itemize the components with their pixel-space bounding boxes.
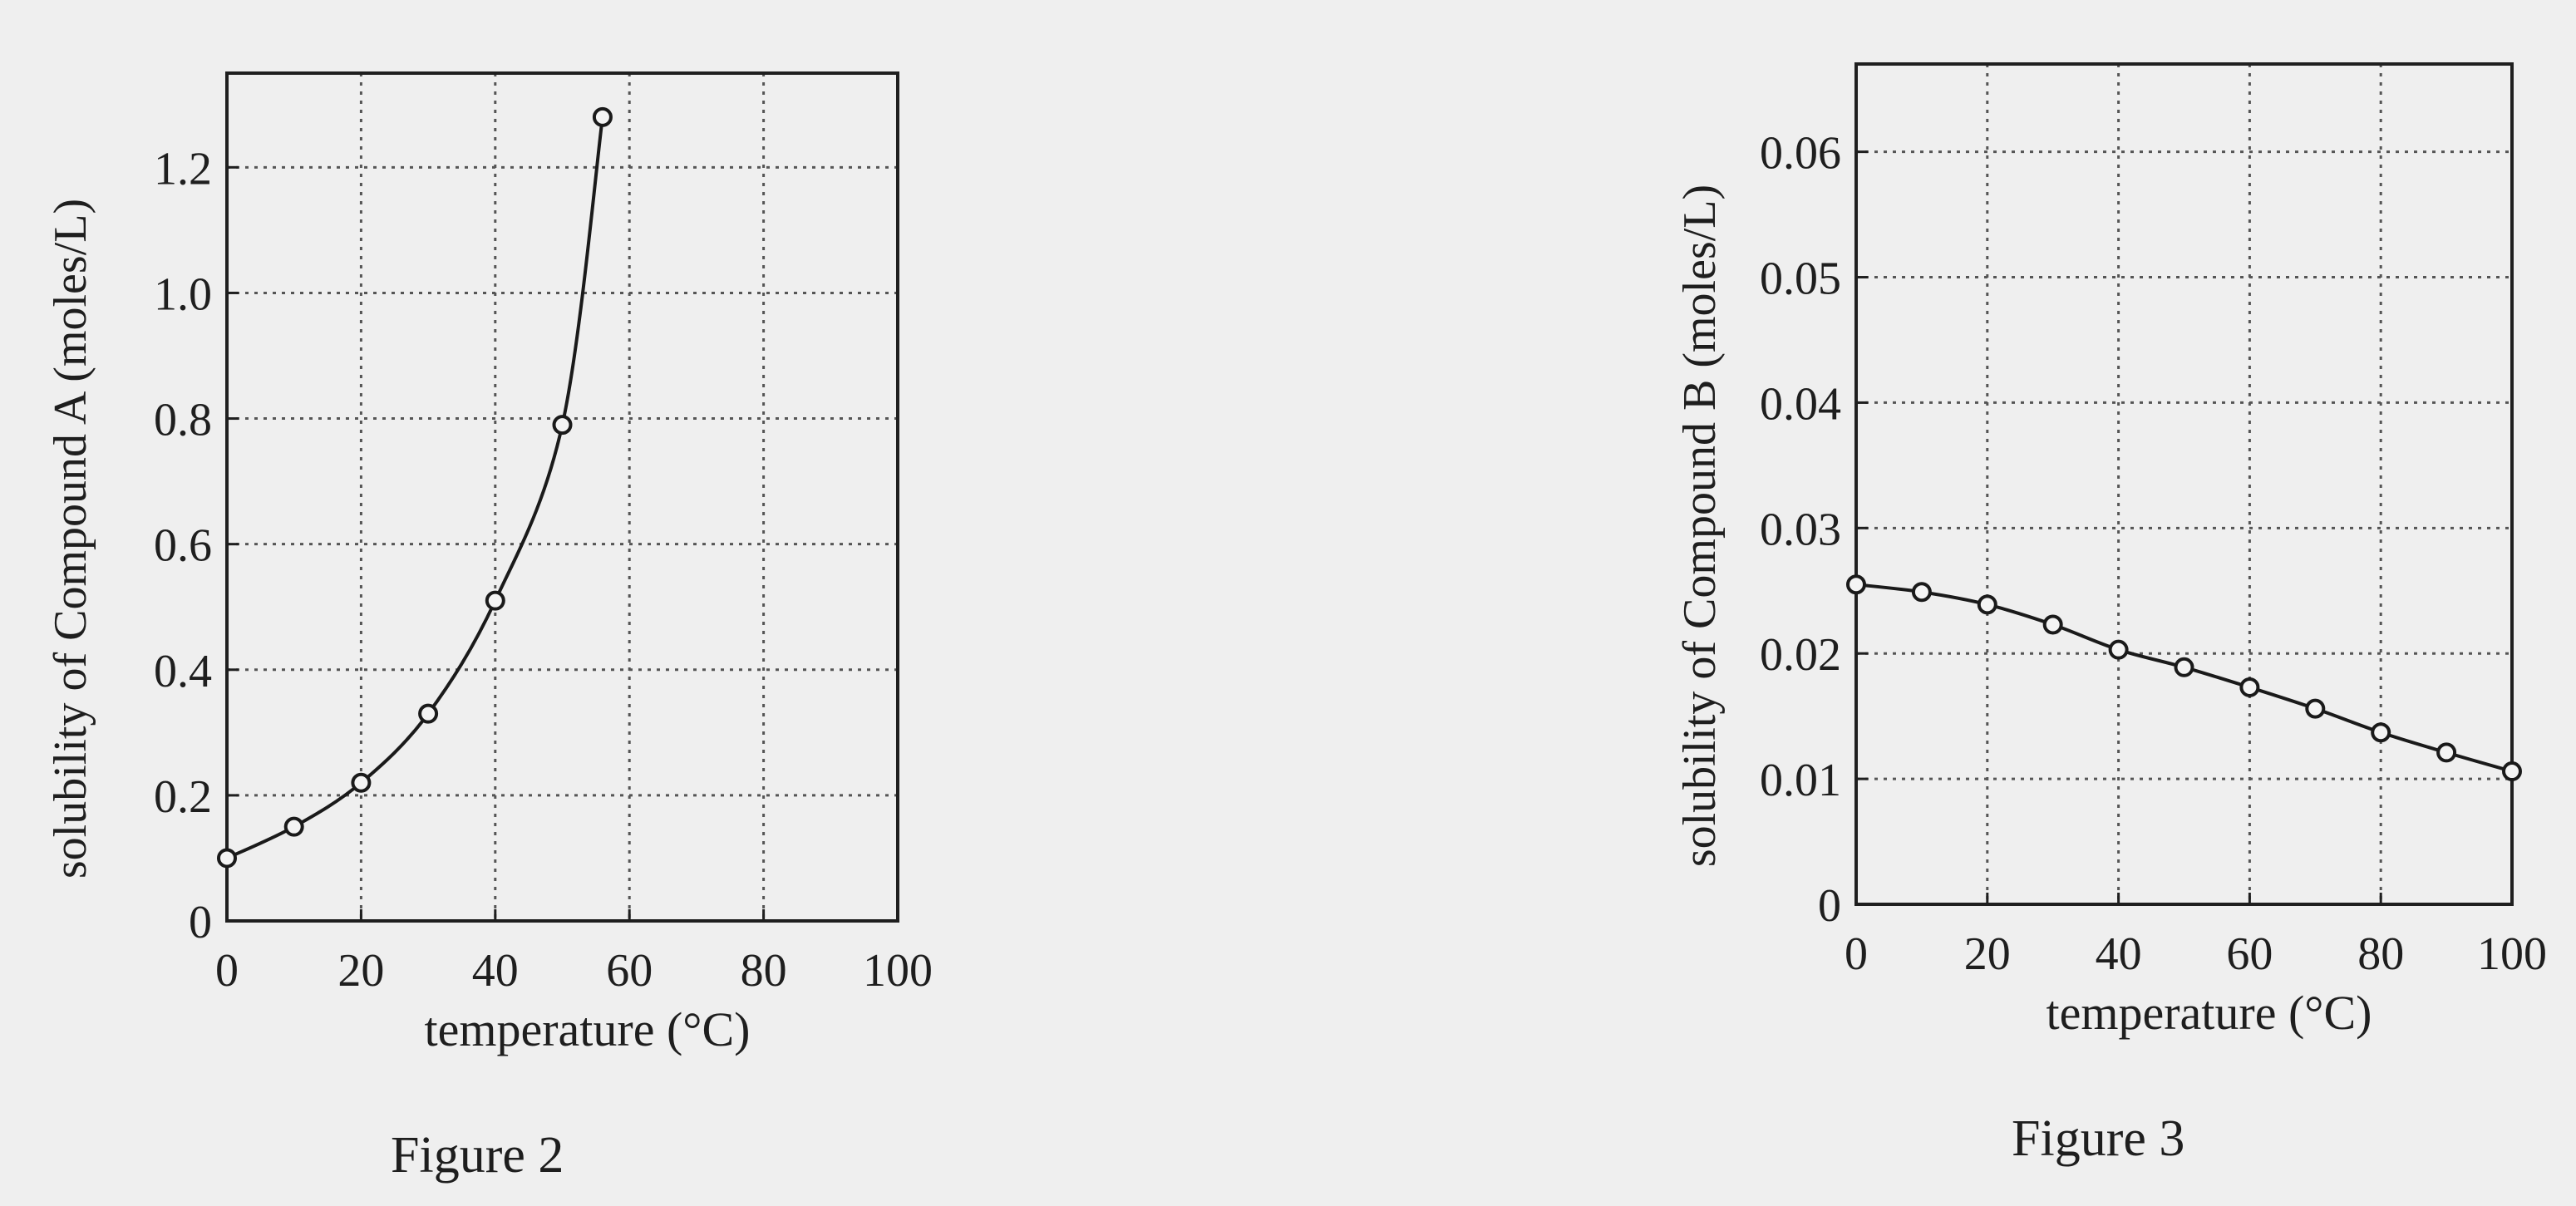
y-axis-label: solubility of Compound B (moles/L) [1674, 185, 1726, 867]
plot-frame [1854, 62, 2514, 906]
data-point [283, 816, 304, 837]
chart-a: 0 20 40 60 80 100 0 0.2 0.4 0.6 0.8 1.0 1.2 temperatu… [45, 71, 933, 1056]
data-point [592, 106, 613, 127]
data-point [2108, 639, 2129, 660]
y-tick-label: 0.04 [1760, 378, 1841, 430]
figure-3-caption: Figure 3 [2012, 1110, 2185, 1167]
y-tick-label: 0 [189, 897, 212, 948]
x-tick-label: 80 [741, 945, 787, 997]
y-tick-label: 0.01 [1760, 755, 1841, 806]
series-line [1855, 583, 2513, 773]
x-tick-label: 0 [1845, 928, 1868, 980]
y-tick-label: 0.8 [154, 395, 212, 446]
x-tick-label: 100 [2477, 928, 2547, 980]
figure-2-caption: Figure 2 [391, 1127, 564, 1184]
y-tick-label: 0.2 [154, 771, 212, 823]
data-point [552, 415, 573, 436]
chart-b: 0 20 40 60 80 100 0 0.01 0.02 0.03 0.04 0.05 0.06 tem… [1674, 62, 2547, 1040]
x-tick-label: 60 [606, 945, 653, 997]
x-tick-label: 20 [337, 945, 384, 997]
x-tick-label: 60 [2226, 928, 2273, 980]
data-point [2436, 742, 2457, 763]
data-point [1911, 582, 1932, 603]
x-tick-label: 20 [1964, 928, 2011, 980]
y-tick-label: 0 [1818, 880, 1841, 932]
data-point [2371, 722, 2391, 743]
y-tick-label: 0.06 [1760, 128, 1841, 180]
y-tick-label: 1.0 [154, 268, 212, 320]
data-point [1846, 574, 1866, 595]
x-axis-label: temperature (°C) [425, 1002, 751, 1056]
data-point [418, 703, 439, 724]
data-point [485, 590, 505, 611]
plot-frame [225, 71, 899, 923]
y-tick-label: 0.03 [1760, 504, 1841, 555]
x-tick-label: 80 [2357, 928, 2404, 980]
series-line [226, 116, 604, 860]
y-tick-label: 0.05 [1760, 254, 1841, 305]
x-tick-label: 0 [215, 945, 239, 997]
y-tick-label: 0.4 [154, 646, 212, 697]
y-tick-label: 0.02 [1760, 629, 1841, 681]
data-point [2502, 761, 2522, 782]
y-tick-label: 1.2 [154, 143, 212, 194]
y-axis-label: solubility of Compound A (moles/L) [45, 199, 96, 879]
data-point [2239, 677, 2260, 697]
x-tick-label: 40 [2096, 928, 2142, 980]
data-point [2042, 614, 2063, 635]
x-tick-label: 40 [472, 945, 519, 997]
data-point [2174, 657, 2194, 677]
x-tick-label: 100 [863, 945, 933, 997]
x-axis-label: temperature (°C) [2047, 986, 2372, 1040]
data-point [1977, 594, 1997, 615]
data-point [351, 772, 372, 793]
data-point [2305, 698, 2326, 719]
y-tick-label: 0.6 [154, 520, 212, 572]
data-point [217, 848, 237, 869]
